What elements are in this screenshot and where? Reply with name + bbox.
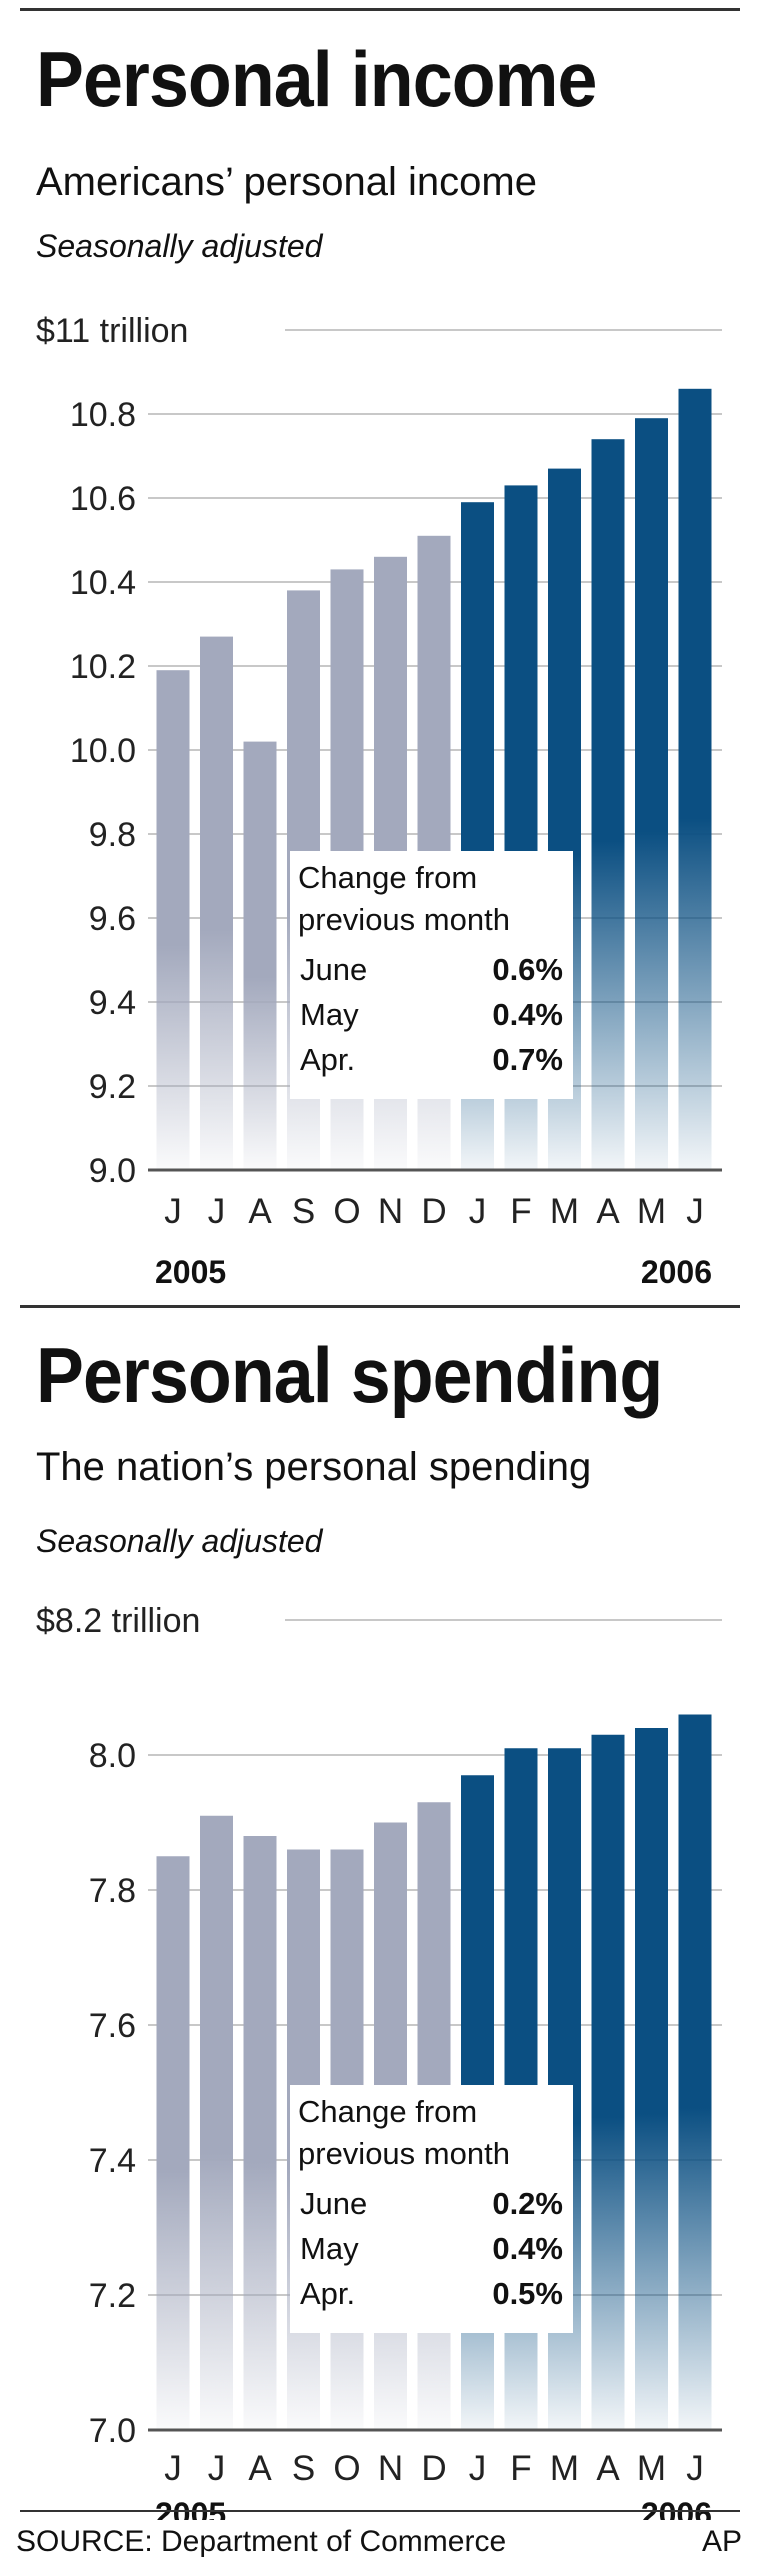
income-chart-subtitle: Americans’ personal income: [36, 160, 537, 204]
x-tick-label: O: [333, 1192, 360, 1231]
y-tick-label: 10.2: [70, 648, 136, 686]
source-credit: SOURCE: Department of Commerce: [16, 2525, 507, 2558]
year-label: 2006: [641, 2496, 712, 2520]
bar: [635, 418, 668, 1170]
inset-row-value: 0.5%: [492, 2276, 563, 2311]
y-tick-label: 7.0: [89, 2412, 136, 2450]
bar: [200, 636, 233, 1170]
income-chart-title: Personal income: [36, 35, 597, 123]
spending-chart-note: Seasonally adjusted: [36, 1523, 323, 1559]
inset-row-label: June: [300, 2186, 367, 2221]
x-tick-label: A: [248, 2449, 272, 2488]
x-tick-label: M: [550, 2449, 579, 2488]
x-tick-label: J: [469, 1192, 487, 1231]
x-tick-label: S: [292, 1192, 315, 1231]
inset-row-label: Apr.: [300, 2276, 355, 2311]
agency-credit: AP: [701, 2525, 742, 2558]
y-tick-label: 10.8: [70, 396, 136, 434]
inset-row-label: June: [300, 952, 367, 987]
top-rule: [20, 8, 740, 11]
inset-title: Change from: [298, 860, 477, 895]
y-tick-label: 10.4: [70, 564, 136, 602]
bar: [635, 1728, 668, 2430]
y-tick-label: 10.0: [70, 732, 136, 770]
inset-row-value: 0.4%: [492, 2231, 563, 2266]
bar: [243, 1836, 277, 2430]
inset-row-value: 0.7%: [492, 1042, 563, 1077]
bar: [678, 1714, 712, 2430]
x-tick-label: J: [469, 2449, 487, 2488]
bar: [156, 670, 190, 1170]
x-tick-label: A: [596, 1192, 620, 1231]
x-tick-label: M: [637, 1192, 666, 1231]
inset-row-label: May: [300, 997, 359, 1032]
x-tick-label: D: [421, 2449, 446, 2488]
x-tick-label: J: [208, 1192, 226, 1231]
x-tick-label: N: [378, 2449, 403, 2488]
income-bar-chart: 9.0 9.2 9.4 9.6 9.8 10.0 10.2 10.4 10.6 10.8 $11 t…: [36, 312, 722, 1290]
x-tick-label: N: [378, 1192, 403, 1231]
x-tick-label: J: [164, 2449, 182, 2488]
footer-rule: [20, 2510, 740, 2512]
bar: [243, 741, 277, 1170]
axis-top-label: $8.2 trillion: [36, 1602, 200, 1640]
x-tick-label: O: [333, 2449, 360, 2488]
y-tick-label: 7.8: [89, 1872, 136, 1910]
x-tick-label: A: [248, 1192, 272, 1231]
axis-top-label: $11 trillion: [36, 312, 188, 350]
inset-title: previous month: [298, 2136, 510, 2171]
inset-row-value: 0.4%: [492, 997, 563, 1032]
inset-row-value: 0.2%: [492, 2186, 563, 2221]
x-tick-label: J: [164, 1192, 182, 1231]
year-label: 2005: [155, 1254, 226, 1290]
bar: [591, 439, 625, 1170]
inset-row-label: May: [300, 2231, 359, 2266]
x-tick-label: D: [421, 1192, 446, 1231]
bar: [156, 1856, 190, 2430]
bar: [591, 1734, 625, 2430]
x-tick-label: M: [550, 1192, 579, 1231]
spending-chart-title: Personal spending: [36, 1331, 663, 1419]
income-chart-note: Seasonally adjusted: [36, 228, 323, 264]
y-tick-label: 9.6: [89, 900, 136, 938]
year-label: 2005: [155, 2496, 226, 2520]
x-tick-label: A: [596, 2449, 620, 2488]
y-tick-label: 7.6: [89, 2007, 136, 2045]
x-tick-label: J: [686, 1192, 704, 1231]
x-tick-label: F: [510, 1192, 531, 1231]
change-inset-box: [290, 2085, 573, 2333]
y-tick-label: 7.2: [89, 2277, 136, 2315]
spending-chart-subtitle: The nation’s personal spending: [36, 1445, 592, 1489]
inset-row-label: Apr.: [300, 1042, 355, 1077]
x-tick-label: J: [208, 2449, 226, 2488]
bar: [200, 1815, 233, 2430]
bar: [678, 388, 712, 1170]
y-tick-label: 9.4: [89, 984, 136, 1022]
section-divider: [20, 1305, 740, 1308]
x-tick-label: F: [510, 2449, 531, 2488]
y-tick-label: 9.8: [89, 816, 136, 854]
x-tick-label: S: [292, 2449, 315, 2488]
x-tick-label: M: [637, 2449, 666, 2488]
year-label: 2006: [641, 1254, 712, 1290]
y-tick-label: 8.0: [89, 1737, 136, 1775]
y-tick-label: 9.2: [89, 1068, 136, 1106]
y-tick-label: 7.4: [89, 2142, 136, 2180]
inset-title: previous month: [298, 902, 510, 937]
x-tick-label: J: [686, 2449, 704, 2488]
inset-title: Change from: [298, 2094, 477, 2129]
inset-row-value: 0.6%: [492, 952, 563, 987]
y-tick-label: 10.6: [70, 480, 136, 518]
y-tick-label: 9.0: [89, 1152, 136, 1190]
change-inset-box: [290, 851, 573, 1099]
